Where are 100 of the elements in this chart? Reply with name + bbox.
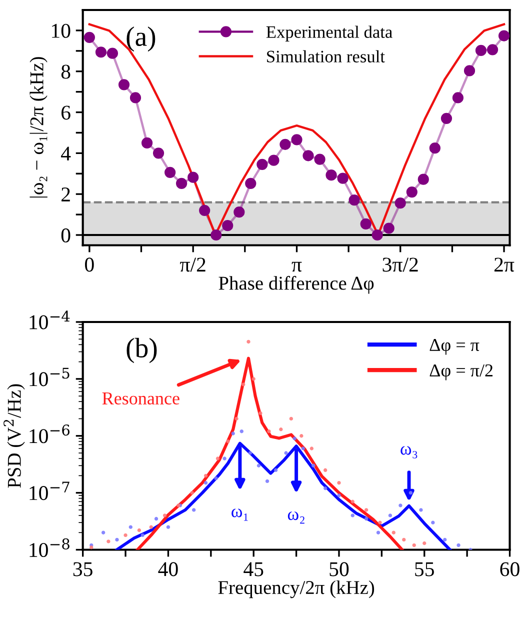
point xyxy=(246,340,250,344)
x-tick-label: 0 xyxy=(85,258,94,272)
point xyxy=(350,500,354,504)
point xyxy=(422,541,426,546)
point xyxy=(378,520,382,524)
point xyxy=(252,377,256,381)
point xyxy=(204,480,208,485)
x-tick-label: 50 xyxy=(330,562,349,576)
point xyxy=(323,468,328,472)
point xyxy=(214,476,218,480)
point xyxy=(376,530,380,534)
line-series xyxy=(115,442,452,550)
point xyxy=(152,148,164,159)
point xyxy=(128,525,132,529)
point xyxy=(95,46,107,58)
point xyxy=(464,65,476,76)
point xyxy=(234,206,245,218)
point xyxy=(348,194,360,206)
point xyxy=(337,494,341,498)
point xyxy=(240,430,244,434)
point xyxy=(314,154,326,165)
point xyxy=(498,30,510,42)
legend-label: Experimental data xyxy=(266,26,392,42)
point xyxy=(323,486,328,490)
legend-label: Δφ = π xyxy=(430,338,480,355)
point xyxy=(292,436,296,440)
y-tick-label: 10$^{−6}$ xyxy=(30,424,70,444)
point xyxy=(337,480,341,485)
y-tick-label: 10$^{−5}$ xyxy=(30,368,70,386)
point xyxy=(412,543,416,548)
point xyxy=(190,490,194,495)
point xyxy=(245,178,256,190)
point xyxy=(106,48,118,59)
point xyxy=(452,92,464,104)
point xyxy=(350,514,354,518)
point xyxy=(141,137,153,149)
point xyxy=(176,178,188,190)
point xyxy=(115,538,119,542)
point xyxy=(475,44,487,56)
point xyxy=(364,508,368,512)
point xyxy=(149,525,153,529)
point xyxy=(242,382,246,386)
x-tick-label: π/2 xyxy=(180,258,206,272)
point xyxy=(456,543,460,548)
x-tick-label: 55 xyxy=(415,562,434,576)
annotation: (a) xyxy=(126,26,156,52)
y-tick-label: 10$^{−4}$ xyxy=(30,310,70,330)
point xyxy=(300,434,304,438)
point xyxy=(226,440,230,444)
point xyxy=(302,150,314,162)
point xyxy=(406,186,418,198)
x-tick-label: π xyxy=(292,262,302,272)
point xyxy=(166,525,170,529)
point xyxy=(256,158,268,170)
point xyxy=(222,456,226,460)
point xyxy=(258,411,262,416)
point xyxy=(164,166,176,178)
point xyxy=(279,428,283,432)
x-axis-title: Phase difference Δφ xyxy=(218,276,374,294)
y-tick-label: 10$^{−7}$ xyxy=(30,482,70,500)
point xyxy=(222,220,234,232)
point xyxy=(310,446,314,450)
y-axis-title: |ω₂ − ω₁|/2π (kHz) xyxy=(30,57,48,198)
annotation: ω₂ xyxy=(288,511,304,524)
point xyxy=(199,204,210,216)
point xyxy=(162,514,167,518)
x-tick-label: 35 xyxy=(73,562,92,576)
point xyxy=(372,229,383,241)
point xyxy=(429,142,440,154)
x-axis-title: Frequency/2π (kHz) xyxy=(218,580,374,598)
annotation: (b) xyxy=(126,338,157,364)
point xyxy=(486,44,498,56)
point xyxy=(268,154,280,166)
point xyxy=(388,514,392,518)
y-tick-label: 0 xyxy=(61,228,70,242)
point xyxy=(118,79,130,90)
point xyxy=(274,468,278,472)
point xyxy=(90,546,94,550)
point xyxy=(267,430,271,434)
point xyxy=(106,540,110,544)
point xyxy=(192,508,196,512)
point xyxy=(231,432,235,436)
x-tick-label: 45 xyxy=(244,562,264,576)
point xyxy=(216,456,220,460)
point xyxy=(394,198,406,209)
point xyxy=(440,112,452,124)
point xyxy=(280,138,291,150)
y-tick-label: 4 xyxy=(61,146,71,160)
point xyxy=(130,92,142,104)
point xyxy=(289,416,294,421)
point xyxy=(337,172,348,184)
point xyxy=(419,508,423,512)
point xyxy=(140,533,144,538)
y-tick-label: 6 xyxy=(62,106,70,120)
point xyxy=(301,446,305,450)
point xyxy=(360,218,372,230)
point xyxy=(443,538,447,542)
legend-label: Δφ = π/2 xyxy=(430,364,493,380)
x-tick-label: 2π xyxy=(494,258,514,272)
point xyxy=(265,479,270,484)
